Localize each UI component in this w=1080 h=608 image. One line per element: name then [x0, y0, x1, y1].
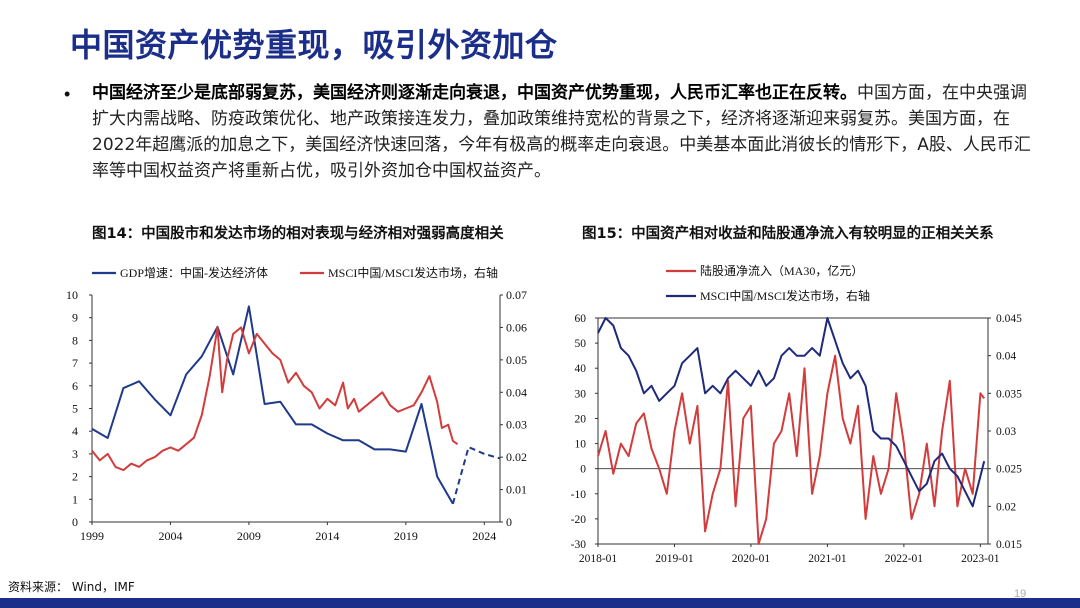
- bullet-marker: •: [64, 84, 71, 104]
- chart1-legend-label-2: MSCI中国/MSCI发达市场，右轴: [328, 265, 498, 280]
- chart2-x-tick-label: 2020-01: [732, 553, 771, 565]
- chart2-left-tick-label: 0: [580, 464, 586, 476]
- chart2-x-tick-label: 2022-01: [885, 553, 924, 565]
- chart2-right-tick-label: 0.025: [996, 464, 1022, 476]
- chart1-right-tick-label: 0.02: [506, 450, 527, 464]
- chart2-right-tick-label: 0.02: [996, 501, 1016, 513]
- chart1-left-tick-label: 6: [72, 379, 78, 393]
- chart2-right-tick-label: 0.045: [996, 313, 1022, 325]
- chart1-right-tick-label: 0.07: [506, 288, 527, 302]
- chart2-left-tick-label: 40: [575, 363, 587, 375]
- chart1-right-tick-label: 0.05: [506, 353, 527, 367]
- chart1-series-2-line: [91, 326, 459, 472]
- page-title: 中国资产优势重现，吸引外资加仓: [70, 26, 558, 64]
- chart1-x-tick-label: 2009: [237, 529, 261, 543]
- chart2-right-tick-label: 0.015: [996, 539, 1022, 551]
- chart1-right-tick-label: 0.04: [506, 385, 527, 399]
- chart1-right-tick-label: 0.06: [506, 320, 527, 334]
- chart2-left-tick-label: 10: [575, 439, 587, 451]
- chart1-left-tick-label: 10: [66, 288, 78, 302]
- chart1-x-tick-label: 2024: [472, 529, 496, 543]
- chart2-title: 图15：中国资产相对收益和陆股通净流入有较明显的正相关关系: [582, 226, 994, 242]
- chart2-right-tick-label: 0.04: [996, 351, 1016, 363]
- chart1-right-tick-label: 0: [506, 515, 512, 529]
- chart1-right-tick-label: 0.01: [506, 483, 527, 497]
- chart2-x-tick-label: 2019-01: [655, 553, 694, 565]
- chart1-series-1-line: [91, 305, 454, 505]
- chart1-right-tick-label: 0.03: [506, 418, 527, 432]
- chart1-left-tick-label: 9: [72, 311, 78, 325]
- chart1-left-tick-label: 3: [72, 447, 78, 461]
- chart1-left-tick-label: 7: [72, 356, 78, 370]
- chart2-x-tick-label: 2023-01: [961, 553, 1000, 565]
- chart1-left-tick-label: 2: [72, 470, 78, 484]
- chart1-x-tick-label: 2004: [158, 529, 182, 543]
- bullet-paragraph: 中国经济至少是底部弱复苏，美国经济则逐渐走向衰退，中国资产优势重现，人民币汇率也…: [92, 80, 1032, 184]
- bullet-rest-text: 中国方面，在中央强调扩大内需战略、防疫政策优化、地产政策接连发力，叠加政策维持宽…: [92, 83, 1031, 181]
- chart2-left-tick-label: -10: [571, 489, 587, 501]
- chart2-series-2-line: [597, 317, 986, 508]
- chart1-legend-label-1: GDP增速：中国-发达经济体: [120, 265, 268, 280]
- source-note: 资料来源： Wind，IMF: [8, 580, 135, 594]
- chart2-left-tick-label: 60: [575, 313, 587, 325]
- chart1-x-tick-label: 1999: [80, 529, 104, 543]
- chart1-left-tick-label: 0: [72, 515, 78, 529]
- chart2-right-tick-label: 0.03: [996, 426, 1016, 438]
- page-number: 19: [1014, 588, 1027, 600]
- chart1-title: 图14：中国股市和发达市场的相对表现与经济相对强弱高度相关: [92, 226, 504, 242]
- chart1-x-tick-label: 2019: [394, 529, 418, 543]
- bullet-bold-text: 中国经济至少是底部弱复苏，美国经济则逐渐走向衰退，中国资产优势重现，人民币汇率也…: [92, 83, 857, 103]
- chart1-series-1-forecast-line: [451, 445, 501, 505]
- chart2-left-tick-label: 20: [575, 413, 587, 425]
- footer-bar: [0, 598, 1080, 608]
- chart1-left-tick-label: 5: [72, 402, 78, 416]
- chart2-series-1-line: [597, 354, 986, 545]
- chart1-left-tick-label: 1: [72, 492, 78, 506]
- chart1-left-tick-label: 4: [72, 424, 78, 438]
- chart1-x-tick-label: 2014: [315, 529, 339, 543]
- chart2-left-tick-label: -20: [571, 514, 587, 526]
- chart2-x-tick-label: 2021-01: [808, 553, 847, 565]
- chart2-left-tick-label: 30: [575, 388, 587, 400]
- chart2-right-tick-label: 0.035: [996, 388, 1022, 400]
- chart2-legend-label-2: MSCI中国/MSCI发达市场，右轴: [700, 288, 870, 303]
- chart1-left-tick-label: 8: [72, 333, 78, 347]
- chart2-legend-label-1: 陆股通净流入（MA30，亿元）: [700, 263, 863, 278]
- chart2-left-tick-label: 50: [575, 338, 587, 350]
- chart2-left-tick-label: -30: [571, 539, 587, 551]
- chart2-x-tick-label: 2018-01: [579, 553, 618, 565]
